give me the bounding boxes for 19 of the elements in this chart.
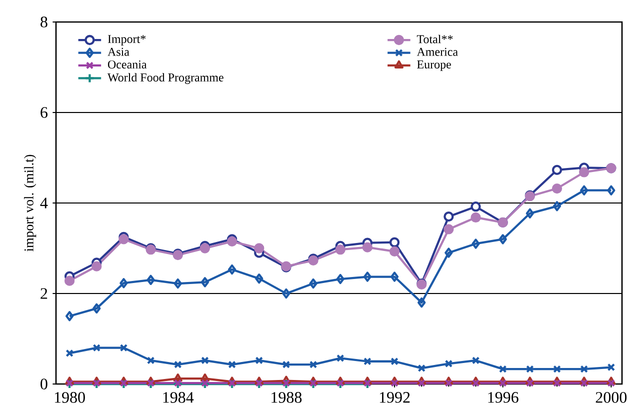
legend-label: Asia: [108, 48, 130, 56]
x-tick-label: 1988: [272, 392, 302, 403]
y-tick-label: 8: [40, 16, 48, 28]
y-tick-label: 4: [40, 198, 48, 208]
y-tick-label: 6: [40, 107, 48, 118]
x-tick-label: 1980: [54, 392, 85, 403]
y-tick-label: 2: [40, 288, 48, 299]
legend-label: Import*: [108, 35, 146, 46]
y-tick-label: 0: [40, 378, 48, 390]
x-tick-label: 1996: [488, 392, 518, 403]
x-tick-label: 1992: [380, 392, 410, 403]
legend-label: Oceania: [108, 60, 147, 69]
legend-label: Total**: [416, 34, 453, 44]
legend-label: World Food Programme: [107, 73, 224, 84]
legend-label: Europe: [417, 60, 451, 71]
y-axis-title: import vol. (mil.t): [24, 154, 36, 252]
legend-label: America: [416, 48, 458, 56]
x-tick-label: 2000: [596, 392, 627, 403]
x-tick-label: 1984: [163, 392, 194, 403]
